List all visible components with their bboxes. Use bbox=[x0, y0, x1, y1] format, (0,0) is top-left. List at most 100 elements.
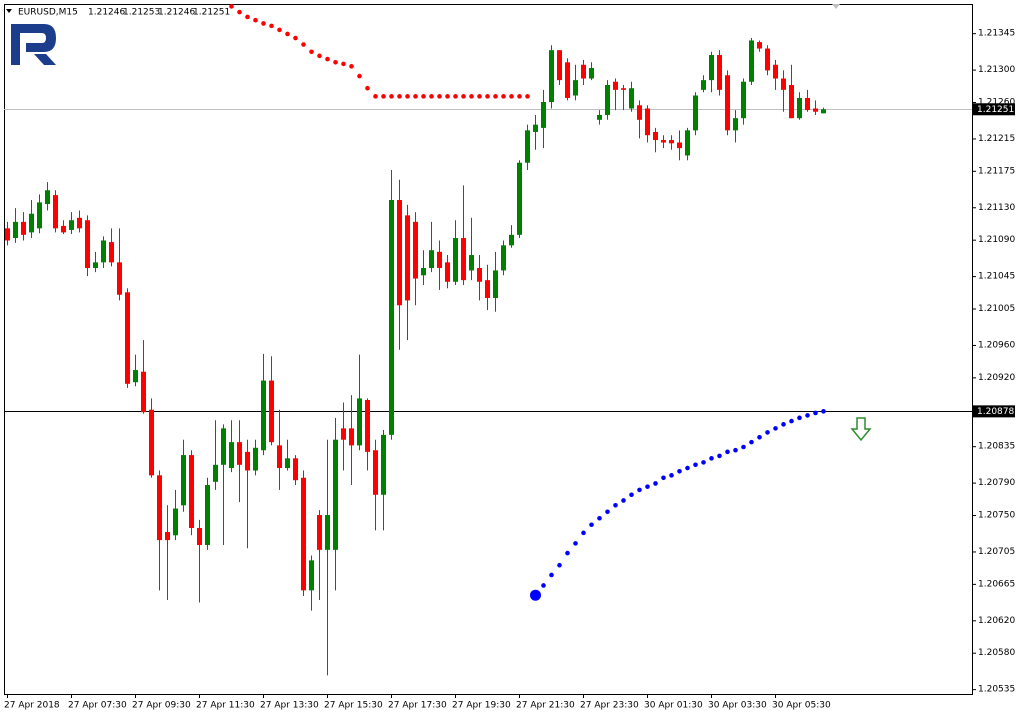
y-tick-label: 1.21260 bbox=[978, 97, 1015, 107]
indicator-dot bbox=[549, 572, 554, 578]
candle-body bbox=[693, 95, 698, 131]
indicator-dot bbox=[413, 94, 418, 99]
candle-body bbox=[53, 195, 58, 229]
candle-body bbox=[69, 220, 74, 230]
candle-body bbox=[597, 114, 602, 120]
price-label: 1.21251 bbox=[977, 105, 1014, 115]
candle-body bbox=[653, 131, 658, 141]
candle-body bbox=[669, 140, 674, 144]
candle-body bbox=[181, 455, 186, 506]
indicator-dot bbox=[645, 484, 650, 489]
candle-body bbox=[493, 270, 498, 298]
indicator-dot bbox=[429, 94, 434, 99]
y-tick-label: 1.20790 bbox=[978, 478, 1015, 488]
candle-body bbox=[277, 445, 282, 469]
indicator-dot bbox=[581, 530, 586, 536]
candle-body bbox=[149, 409, 154, 476]
candle-body bbox=[421, 268, 426, 276]
candle-body bbox=[637, 105, 642, 120]
candle-body bbox=[701, 80, 706, 90]
candle-body bbox=[557, 50, 562, 81]
candle-body bbox=[221, 428, 226, 465]
indicator-dot bbox=[709, 456, 714, 461]
candle-body bbox=[101, 240, 106, 263]
candle-body bbox=[661, 140, 666, 143]
price-label-box bbox=[973, 405, 1015, 418]
indicator-dot bbox=[589, 522, 594, 528]
indicator-dot bbox=[757, 434, 762, 440]
indicator-dot bbox=[245, 14, 250, 20]
candle-body bbox=[733, 118, 738, 131]
candle-body bbox=[477, 268, 482, 282]
y-tick-label: 1.21045 bbox=[978, 272, 1015, 282]
x-tick-label: 27 Apr 07:30 bbox=[68, 701, 127, 711]
header-close: 1.21251 bbox=[193, 8, 230, 18]
indicator-dot bbox=[781, 422, 786, 427]
candle-body bbox=[565, 62, 570, 98]
indicator-dot bbox=[389, 94, 394, 99]
y-tick-label: 1.21215 bbox=[978, 134, 1015, 144]
indicator-dot bbox=[381, 94, 386, 99]
candle-body bbox=[749, 40, 754, 82]
indicator-dot bbox=[605, 509, 610, 515]
y-tick-label: 1.21175 bbox=[978, 166, 1015, 176]
candle-body bbox=[117, 262, 122, 295]
candle-body bbox=[789, 84, 794, 119]
candle-body bbox=[773, 64, 778, 79]
y-tick-label: 1.21300 bbox=[978, 65, 1015, 75]
candle-body bbox=[541, 101, 546, 128]
y-tick-label: 1.20535 bbox=[978, 685, 1015, 695]
candle-body bbox=[501, 245, 506, 271]
candle-body bbox=[365, 400, 370, 452]
candle-body bbox=[605, 84, 610, 115]
y-tick-label: 1.20920 bbox=[978, 373, 1015, 383]
indicator-dot bbox=[805, 413, 810, 418]
candle-body bbox=[485, 280, 490, 298]
indicator-dot bbox=[693, 462, 698, 468]
candle-body bbox=[805, 97, 810, 111]
y-tick-label: 1.20580 bbox=[978, 648, 1015, 658]
x-tick-label: 27 Apr 23:30 bbox=[580, 701, 639, 711]
indicator-dot bbox=[509, 94, 514, 99]
indicator-dot bbox=[261, 21, 266, 26]
indicator-dot bbox=[677, 468, 682, 474]
indicator-dot bbox=[597, 515, 602, 521]
price-label: 1.20878 bbox=[977, 407, 1014, 417]
indicator-dot bbox=[621, 498, 626, 503]
candle-body bbox=[93, 262, 98, 269]
candle-body bbox=[261, 380, 266, 451]
candle-body bbox=[581, 64, 586, 79]
candle-body bbox=[269, 380, 274, 443]
x-tick-label: 27 Apr 17:30 bbox=[388, 701, 447, 711]
candle-body bbox=[613, 81, 618, 90]
candle-body bbox=[725, 75, 730, 131]
indicator-dot bbox=[269, 23, 274, 29]
indicator-dot bbox=[773, 426, 778, 431]
indicator-dot bbox=[325, 56, 330, 62]
candle-body bbox=[629, 88, 634, 109]
candle-body bbox=[461, 238, 466, 281]
candle-body bbox=[549, 50, 554, 102]
candle-body bbox=[197, 527, 202, 545]
candle-body bbox=[37, 202, 42, 229]
y-tick-label: 1.20960 bbox=[978, 340, 1015, 350]
indicator-dot bbox=[421, 94, 426, 99]
indicator-dot bbox=[701, 460, 706, 465]
price-label-box bbox=[973, 103, 1015, 116]
candle-body bbox=[237, 442, 242, 465]
header-open: 1.21246 bbox=[88, 8, 125, 18]
indicator-dot bbox=[530, 589, 541, 601]
candle-body bbox=[645, 108, 650, 136]
candle-body bbox=[781, 78, 786, 90]
indicator-dot bbox=[637, 487, 642, 493]
x-tick-label: 27 Apr 11:30 bbox=[196, 701, 255, 711]
indicator-dot bbox=[349, 64, 354, 69]
candle-body bbox=[821, 109, 826, 114]
candle-body bbox=[333, 439, 338, 550]
x-tick-label: 30 Apr 05:30 bbox=[772, 701, 831, 711]
indicator-dot bbox=[357, 73, 362, 79]
indicator-dot bbox=[501, 94, 506, 99]
indicator-dot bbox=[765, 430, 770, 435]
indicator-dot bbox=[237, 9, 242, 15]
